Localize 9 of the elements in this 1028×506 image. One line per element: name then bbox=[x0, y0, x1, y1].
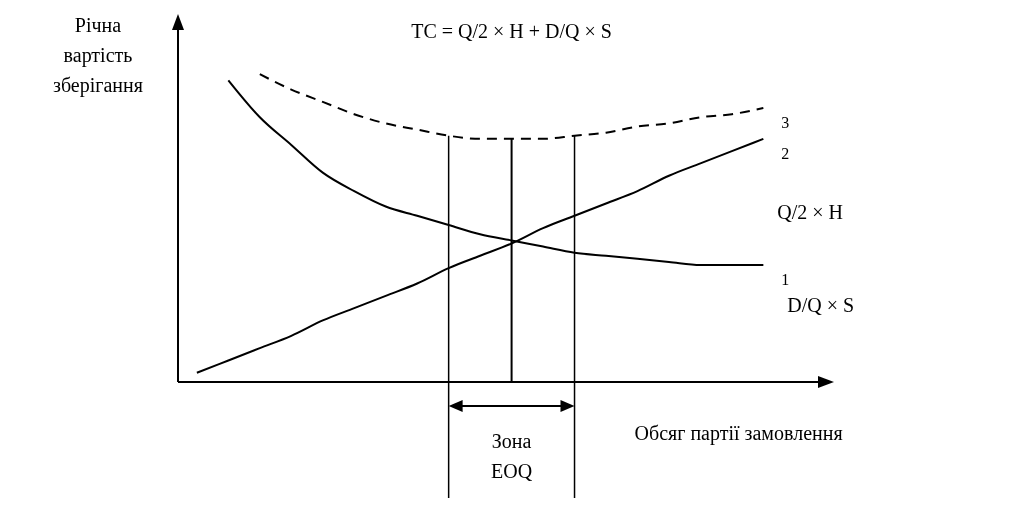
series-label: 1 bbox=[781, 271, 790, 290]
x-axis-title: Обсяг партії замовлення bbox=[634, 422, 843, 445]
text: Зона EOQ bbox=[490, 429, 534, 484]
annotation: Q/2 × H bbox=[777, 200, 845, 226]
text: D/Q × S bbox=[787, 292, 856, 318]
series-label: 2 bbox=[781, 144, 790, 163]
text: TC = Q/2 × H + D/Q × S bbox=[410, 19, 613, 44]
y-axis-title: Річна вартість зберігання bbox=[52, 13, 144, 99]
series-label: 3 bbox=[781, 114, 790, 133]
